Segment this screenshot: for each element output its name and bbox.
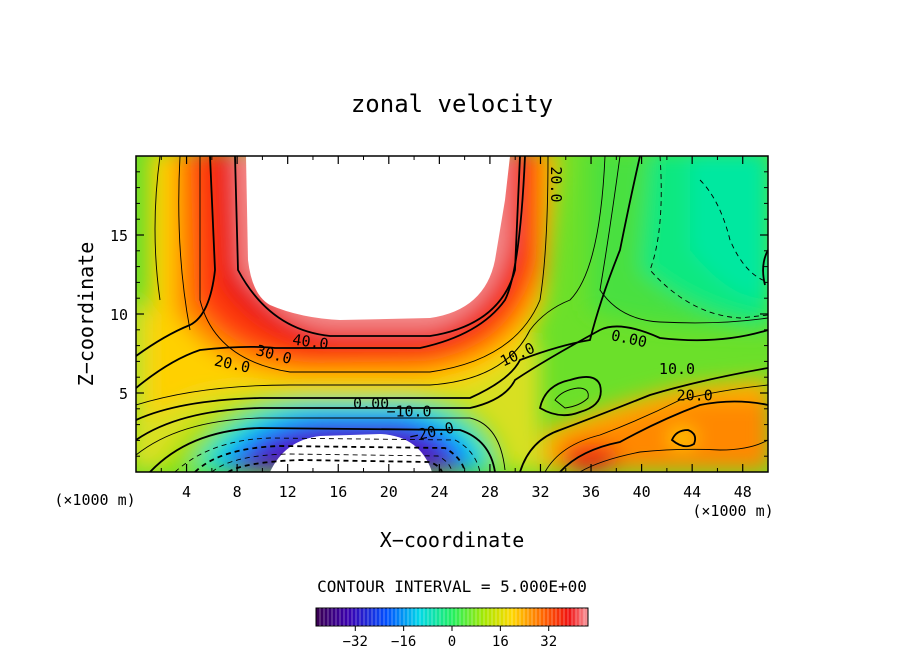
contour-field — [136, 156, 768, 472]
x-tick-label: 8 — [233, 483, 242, 501]
y-tick-label: 5 — [119, 385, 128, 403]
y-tick-label: 10 — [110, 306, 128, 324]
x-tick-label: 32 — [531, 483, 549, 501]
y-axis-label: Z−coordinate — [74, 242, 98, 387]
y-axis: 5 10 15 — [110, 171, 768, 457]
x-axis: 4 8 12 16 20 24 28 32 36 40 44 48 — [160, 156, 752, 501]
contour-interval-text: CONTOUR INTERVAL = 5.000E+00 — [317, 577, 587, 596]
x-unit-left: (×1000 m) — [54, 491, 135, 509]
x-tick-label: 4 — [182, 483, 191, 501]
x-tick-label: 12 — [279, 483, 297, 501]
contour-label: 40.0 — [291, 331, 329, 354]
contour-label: −10.0 — [386, 402, 431, 420]
x-unit-right: (×1000 m) — [692, 502, 773, 520]
colorbar-tick-label: 16 — [492, 634, 509, 650]
contour-label: 20.0 — [547, 166, 565, 202]
x-tick-label: 20 — [380, 483, 398, 501]
contour-label: 20.0 — [677, 387, 713, 405]
colorbar-tick-label: 32 — [540, 634, 557, 650]
colorbar-ticks: −32 −16 0 16 32 — [343, 626, 557, 650]
x-axis-label: X−coordinate — [380, 528, 525, 552]
y-tick-label: 15 — [110, 227, 128, 245]
colorbar-tick-label: −16 — [391, 634, 416, 650]
x-tick-label: 48 — [734, 483, 752, 501]
x-tick-label: 40 — [633, 483, 651, 501]
contour-labels: 20.040.030.020.0 10.00.000.00−10.0−20.010… — [213, 166, 713, 445]
x-tick-label: 24 — [430, 483, 448, 501]
colorbar-tick-label: −32 — [343, 634, 368, 650]
chart-title: zonal velocity — [351, 90, 553, 118]
colorbar: −32 −16 0 16 32 — [315, 607, 589, 650]
x-tick-label: 44 — [683, 483, 701, 501]
contour-label: 0.00 — [353, 395, 389, 413]
colorbar-tick-label: 0 — [448, 634, 456, 650]
colorbar-stripes — [319, 608, 585, 626]
contour-label: 10.0 — [659, 360, 695, 378]
x-tick-label: 28 — [481, 483, 499, 501]
x-tick-label: 16 — [329, 483, 347, 501]
x-tick-label: 36 — [582, 483, 600, 501]
